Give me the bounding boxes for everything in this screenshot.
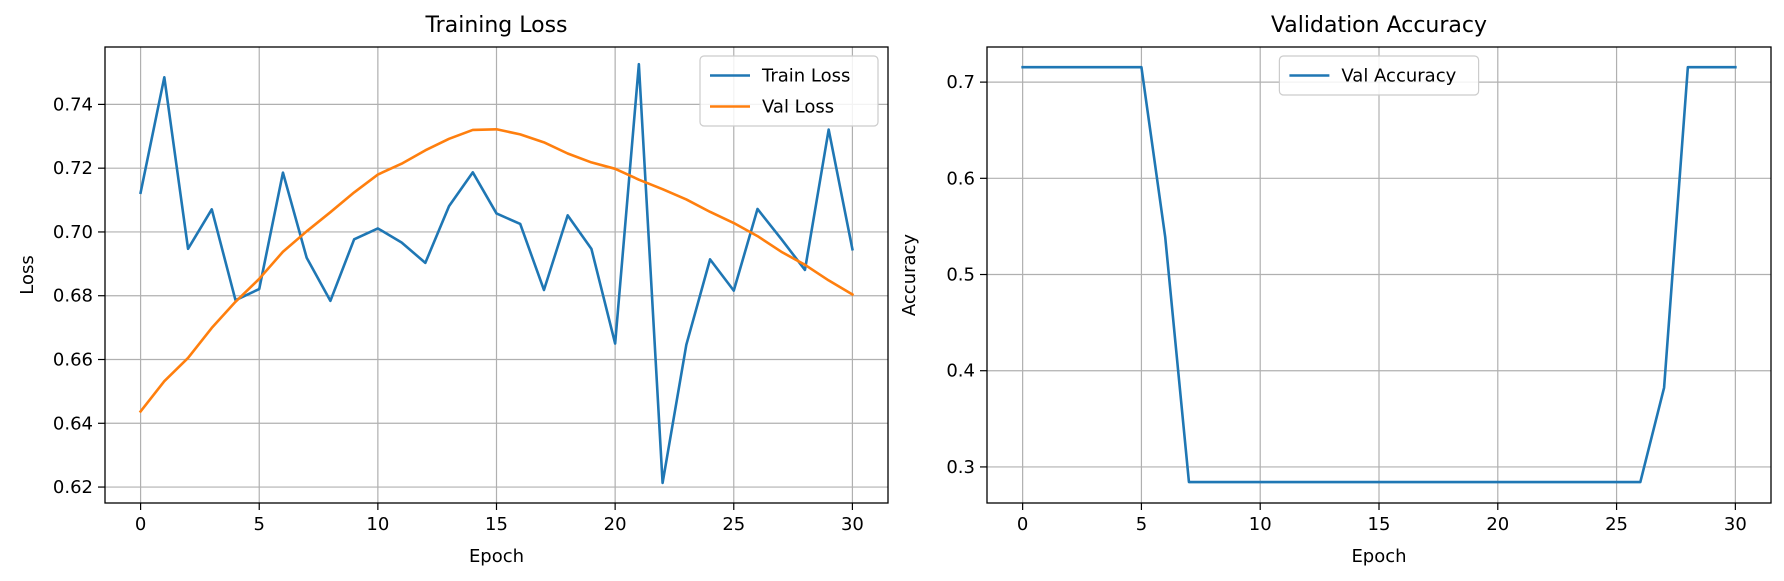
y-tick-label: 0.5 [946, 265, 975, 286]
x-tick-label: 30 [841, 514, 864, 535]
legend-label: Val Loss [762, 97, 834, 118]
y-axis-label: Accuracy [899, 234, 920, 317]
x-tick-label: 25 [1605, 514, 1628, 535]
validation-accuracy-chart: 0 5 10 15 20 25 30 0.3 0.4 0.5 0.6 0.7 Validation … [899, 13, 1772, 567]
tick-marks [980, 81, 1736, 510]
y-tick-labels: 0.62 0.64 0.66 0.68 0.70 0.72 0.74 [53, 94, 93, 498]
y-tick-label: 0.4 [946, 361, 975, 382]
x-axis-label: Epoch [469, 546, 524, 567]
y-tick-label: 0.64 [53, 413, 93, 434]
legend-label: Train Loss [761, 66, 850, 87]
x-tick-label: 15 [1368, 514, 1391, 535]
legend: Val Accuracy [1278, 55, 1480, 96]
x-tick-label: 10 [1249, 514, 1272, 535]
x-tick-label: 20 [604, 514, 627, 535]
x-tick-labels: 0 5 10 15 20 25 30 [135, 514, 864, 535]
series-lines [138, 62, 855, 485]
y-axis-label: Loss [17, 255, 38, 294]
chart-title: Validation Accuracy [1271, 13, 1487, 38]
y-tick-label: 0.62 [53, 477, 93, 498]
tick-marks [98, 103, 854, 510]
legend-label: Val Accuracy [1341, 66, 1456, 87]
y-tick-label: 0.3 [946, 457, 975, 478]
x-tick-label: 20 [1486, 514, 1509, 535]
legend-box [1278, 55, 1480, 96]
x-tick-label: 5 [1136, 514, 1147, 535]
x-tick-label: 5 [254, 514, 265, 535]
series-lines [1021, 65, 1737, 484]
y-tick-label: 0.72 [53, 158, 93, 179]
series-line-train-loss [139, 62, 854, 485]
y-tick-label: 0.68 [53, 286, 93, 307]
x-axis-label: Epoch [1351, 546, 1406, 567]
chart-title: Training Loss [424, 13, 567, 38]
y-tick-labels: 0.3 0.4 0.5 0.6 0.7 [946, 72, 975, 478]
legend: Train Loss Val Loss [699, 55, 879, 127]
y-tick-label: 0.74 [53, 94, 93, 115]
x-tick-label: 30 [1724, 514, 1747, 535]
x-tick-label: 10 [366, 514, 389, 535]
training-loss-chart: 0 5 10 15 20 25 30 0.62 0.64 0.66 0.68 0.70 0.72 0.7… [17, 13, 889, 567]
legend-box [699, 55, 879, 127]
series-line-val-loss [138, 127, 855, 414]
x-tick-label: 0 [1017, 514, 1028, 535]
y-tick-label: 0.6 [946, 168, 975, 189]
x-tick-label: 0 [135, 514, 146, 535]
y-tick-label: 0.66 [53, 350, 93, 371]
series-line-val-accuracy [1021, 65, 1737, 484]
x-tick-label: 25 [722, 514, 745, 535]
y-tick-label: 0.70 [53, 222, 93, 243]
y-tick-label: 0.7 [946, 72, 975, 93]
x-tick-labels: 0 5 10 15 20 25 30 [1017, 514, 1747, 535]
x-tick-label: 15 [485, 514, 508, 535]
